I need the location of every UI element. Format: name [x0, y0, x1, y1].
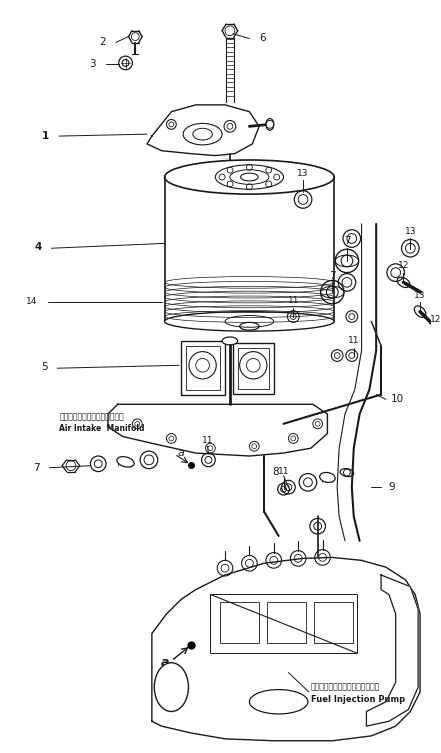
Text: 7: 7 [33, 462, 40, 473]
Polygon shape [147, 105, 259, 156]
Bar [314, 602, 353, 643]
Ellipse shape [320, 472, 335, 483]
Bar [267, 602, 306, 643]
Text: a: a [178, 448, 185, 458]
Bar [220, 602, 259, 643]
Ellipse shape [222, 337, 238, 345]
Ellipse shape [154, 663, 188, 712]
Ellipse shape [117, 456, 134, 467]
Text: 11: 11 [202, 436, 213, 445]
Text: 9: 9 [389, 482, 396, 492]
Text: 12: 12 [430, 315, 441, 324]
Text: 11: 11 [348, 337, 359, 346]
Ellipse shape [164, 160, 334, 194]
Text: 4: 4 [34, 242, 41, 252]
Text: a: a [161, 657, 169, 669]
Text: Fuel Injection Pump: Fuel Injection Pump [311, 695, 405, 704]
Text: 13: 13 [297, 169, 309, 178]
Bar [233, 343, 274, 394]
Polygon shape [152, 557, 420, 741]
Bar [181, 341, 225, 395]
Text: 1: 1 [42, 131, 49, 141]
Ellipse shape [164, 312, 334, 331]
Text: 3: 3 [90, 59, 96, 69]
Text: 14: 14 [26, 297, 38, 306]
Polygon shape [108, 404, 327, 456]
Text: 11: 11 [278, 467, 289, 476]
Text: エアーインテークマニホールド: エアーインテークマニホールド [59, 413, 124, 422]
Bar [186, 346, 220, 389]
Ellipse shape [266, 118, 274, 130]
Text: 11: 11 [288, 297, 299, 306]
Text: 7: 7 [344, 236, 350, 246]
Text: 2: 2 [99, 38, 106, 47]
Text: 10: 10 [391, 395, 404, 404]
Text: 13: 13 [404, 227, 416, 236]
Text: 13: 13 [415, 291, 426, 300]
Text: 5: 5 [41, 362, 48, 372]
Polygon shape [366, 575, 418, 726]
Text: 6: 6 [259, 32, 266, 43]
Text: 8: 8 [272, 467, 279, 477]
Text: Air Intake  Manifold: Air Intake Manifold [59, 424, 145, 433]
Text: フュエルインジェクションポンプ: フュエルインジェクションポンプ [311, 683, 380, 692]
Text: 12: 12 [398, 261, 409, 270]
Bar [238, 348, 269, 389]
Bar [210, 594, 357, 653]
Ellipse shape [250, 690, 308, 714]
Text: 7: 7 [329, 270, 336, 281]
